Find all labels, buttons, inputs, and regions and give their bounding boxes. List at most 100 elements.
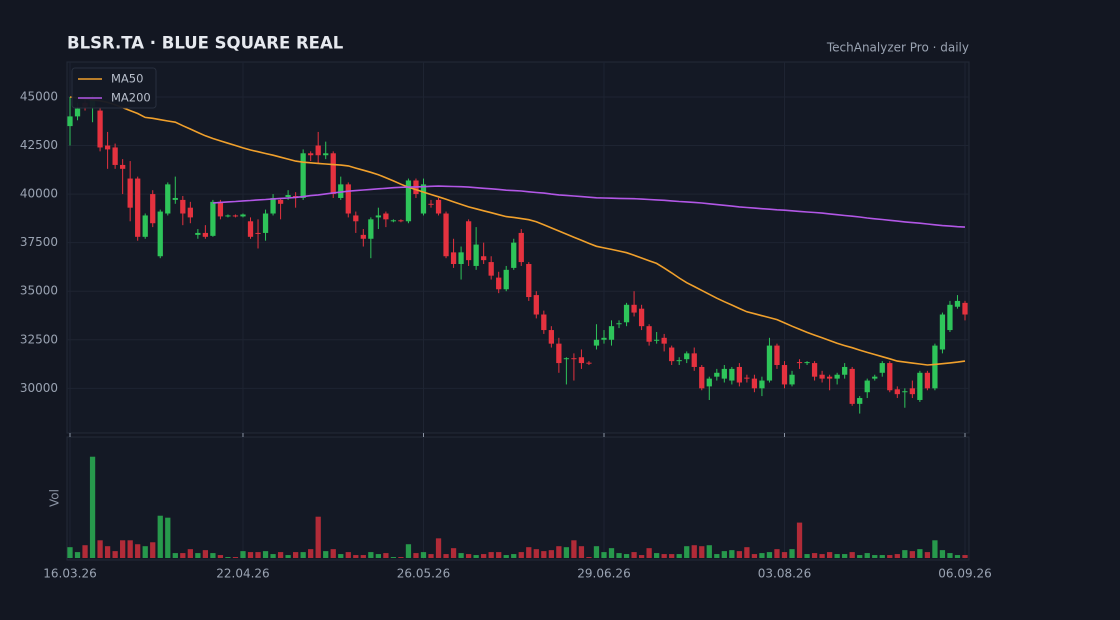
volume-bar [894, 554, 900, 558]
volume-bar [781, 552, 788, 558]
candle-body [368, 219, 374, 239]
volume-panel [66, 436, 970, 561]
candle-body [308, 153, 314, 156]
volume-bar [135, 544, 141, 558]
volume-bar [811, 553, 818, 558]
candle-body [766, 345, 773, 381]
candle-body [270, 197, 276, 214]
volume-bar [586, 557, 592, 558]
volume-bar [165, 517, 171, 558]
chart-subtitle: TechAnalyzer Pro · daily [826, 41, 969, 55]
candle-body [616, 323, 622, 325]
candle-body [684, 353, 690, 360]
y-tick-label: 35000 [20, 284, 58, 298]
candle-body [157, 211, 163, 257]
volume-bar [488, 552, 494, 558]
candle-body [826, 376, 833, 379]
volume-bar [924, 552, 931, 558]
volume-bar [450, 548, 457, 558]
candle-body [608, 326, 615, 340]
candle-body [661, 337, 667, 344]
candle-body [488, 262, 494, 276]
volume-bar [360, 555, 366, 558]
volume-bar [413, 553, 419, 558]
volume-bar [759, 553, 765, 558]
volume-bar [638, 555, 645, 558]
volume-bar [398, 557, 404, 558]
volume-bar [247, 552, 254, 558]
volume-bar [127, 540, 133, 558]
volume-bar [473, 555, 479, 558]
volume-bar [714, 554, 720, 558]
candle-body [691, 353, 697, 367]
volume-bar [721, 551, 727, 558]
candle-body [932, 345, 938, 389]
volume-bar [774, 549, 780, 558]
volume-bar [631, 552, 637, 558]
candle-body [631, 304, 637, 313]
candle-body [420, 184, 427, 214]
volume-bar [939, 550, 946, 558]
volume-bar [315, 516, 321, 558]
volume-bar [819, 554, 825, 558]
volume-bar [834, 554, 840, 558]
volume-bar [180, 553, 186, 558]
candle-body [165, 184, 171, 214]
volume-bar [857, 555, 863, 558]
volume-bar [909, 551, 915, 558]
volume-bar [465, 554, 472, 558]
volume-bar [277, 552, 284, 558]
candle-body [262, 213, 269, 233]
candle-body [172, 197, 178, 200]
volume-bar [120, 540, 126, 558]
candle-body [383, 213, 389, 220]
y-tick-label: 40000 [20, 187, 58, 201]
volume-bar [646, 548, 652, 558]
volume-bar [684, 546, 690, 558]
volume-bar [142, 546, 148, 558]
volume-bar [556, 546, 562, 558]
candle-body [811, 363, 818, 377]
volume-bar [661, 554, 667, 558]
candle-body [330, 153, 336, 195]
candle-body [774, 345, 780, 366]
candle-body [872, 376, 878, 379]
candle-body [112, 147, 118, 165]
candle-body [902, 391, 908, 393]
candle-body [247, 221, 254, 237]
x-tick-label: 26.05.26 [397, 567, 450, 581]
volume-bar [669, 554, 675, 558]
volume-bar [496, 552, 502, 558]
candle-body [706, 378, 712, 387]
candle-body [601, 337, 607, 340]
volume-bar [571, 540, 577, 558]
candle-body [857, 398, 863, 404]
candle-body [556, 343, 562, 364]
candle-body [789, 374, 795, 385]
candle-body [435, 199, 442, 214]
x-tick-label: 03.08.26 [758, 567, 811, 581]
volume-bar [608, 548, 615, 558]
candle-body [345, 184, 351, 214]
volume-bar [849, 552, 855, 558]
volume-bar [481, 554, 487, 558]
volume-bar [150, 542, 156, 558]
candle-body [736, 366, 743, 383]
candle-body [390, 220, 397, 222]
candle-body [939, 314, 946, 350]
y-tick-label: 32500 [20, 332, 58, 346]
volume-bar [202, 550, 209, 558]
volume-bar [879, 555, 885, 558]
volume-bar [804, 554, 810, 558]
volume-bar [458, 553, 464, 558]
volume-bar [270, 554, 276, 558]
volume-bar [601, 552, 607, 558]
candle-body [315, 145, 321, 156]
candle-body [518, 232, 524, 263]
volume-bar [285, 555, 291, 558]
volume-bar [443, 554, 449, 558]
volume-bar [593, 546, 600, 558]
candle-body [398, 220, 404, 222]
volume-bar [67, 547, 73, 558]
